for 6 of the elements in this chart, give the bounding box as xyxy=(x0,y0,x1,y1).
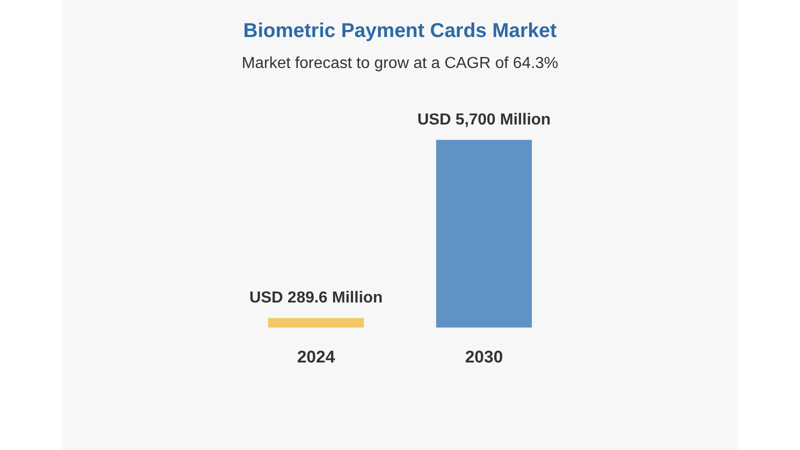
x-tick-label: 2024 xyxy=(297,347,336,366)
chart-title: Biometric Payment Cards Market xyxy=(242,20,558,43)
x-tick-label: 2030 xyxy=(465,347,503,366)
data-label: USD 5,700 Million xyxy=(417,111,551,128)
chart-subtitle: Market forecast to grow at a CAGR of 64.3% xyxy=(240,55,560,73)
data-label: USD 289.6 Million xyxy=(249,289,383,306)
